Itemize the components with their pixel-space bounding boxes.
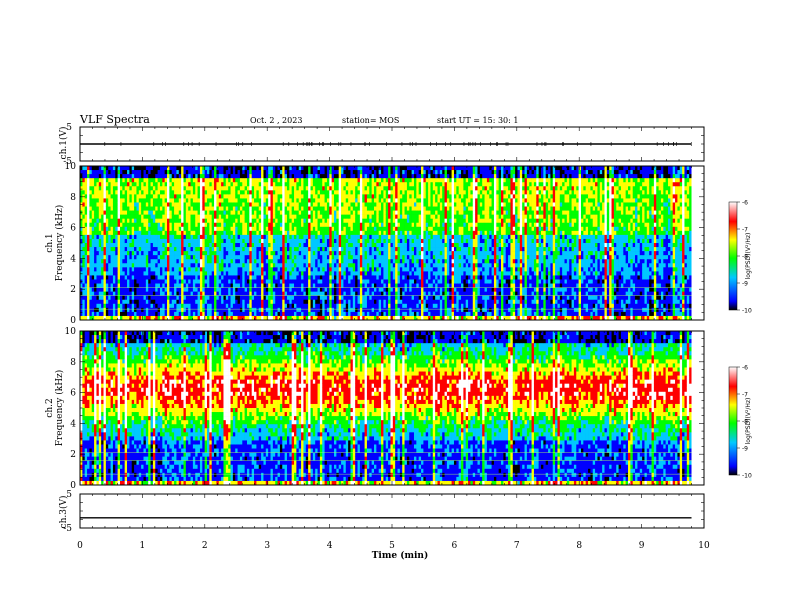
ch2-colorbar [728,366,738,476]
x-tick-label: 9 [639,541,645,551]
ch1-ytick-label: 8 [70,193,76,203]
ch1-colorbar-tick-label: -9 [742,281,748,288]
ch1-channel-ylabel: ch.1 [45,233,55,252]
ch1-colorbar [728,201,738,311]
ch2-channel-ylabel: ch.2 [45,398,55,417]
ch1-colorbar-tick-label: -6 [742,200,748,207]
ch2-colorbar-tick-label: -8 [742,419,748,426]
ch3-ytick-label: -5 [63,524,72,534]
ch1-ytick-label: 5 [66,123,72,133]
ch1-frequency-ylabel: Frequency (kHz) [54,205,65,282]
station-label: station= MOS [342,116,399,125]
ch2-colorbar-tick-label: -9 [742,446,748,453]
ch3-wave-frame [79,493,705,529]
ch1-colorbar-tick-label: -7 [742,227,748,234]
x-tick-label: 5 [389,541,395,551]
ch2-ytick-label: 10 [65,327,77,337]
x-tick-label: 2 [202,541,208,551]
x-tick-label: 6 [452,541,458,551]
ch1-waveform-panel [80,142,692,146]
x-axis-label: Time (min) [372,550,429,561]
ch1-spectrogram-panel [80,166,704,320]
x-tick-label: 10 [698,541,710,551]
x-tick-label: 1 [140,541,146,551]
start-time-label: start UT = 15: 30: 1 [437,116,518,125]
ch3-voltage-ylabel: ch.3(V) [58,496,69,529]
ch2-colorbar-tick-label: -7 [742,392,748,399]
ch2-frequency-ylabel: Frequency (kHz) [54,370,65,447]
ch1-ytick-label: 10 [65,162,77,172]
date-label: Oct. 2 , 2023 [250,116,302,125]
ch2-spectrogram-panel [80,331,704,485]
ch1-voltage-ylabel: ch.1(V) [58,127,69,160]
x-tick-label: 7 [514,541,520,551]
ch1-colorbar-tick-label: -8 [742,254,748,261]
ch1-ytick-label: 2 [70,285,76,295]
ch2-colorbar-tick-label: -6 [742,365,748,372]
ch1-ytick-label: 0 [70,316,76,326]
ch2-ytick-label: 2 [70,450,76,460]
ch1-colorbar-label: log(PSD)(V²/Hz) [745,233,752,280]
ch1-ytick-label: -5 [63,157,72,167]
ch1-colorbar-tick-label: -10 [742,308,752,315]
ch2-ytick-label: 6 [70,389,76,399]
x-tick-label: 0 [77,541,83,551]
ch2-ytick-label: 8 [70,358,76,368]
x-tick-label: 4 [327,541,333,551]
x-tick-label: 3 [264,541,270,551]
ch2-colorbar-tick-label: -10 [742,473,752,480]
ch3-ytick-label: 5 [66,490,72,500]
figure-title: VLF Spectra [79,113,150,126]
x-tick-label: 8 [576,541,582,551]
ch2-colorbar-label: log(PSD)(V²/Hz) [745,398,752,445]
ch2-ytick-label: 0 [70,481,76,491]
ch1-ytick-label: 6 [70,224,76,234]
ch2-ytick-label: 4 [70,419,76,429]
ch1-ytick-label: 4 [70,254,76,264]
